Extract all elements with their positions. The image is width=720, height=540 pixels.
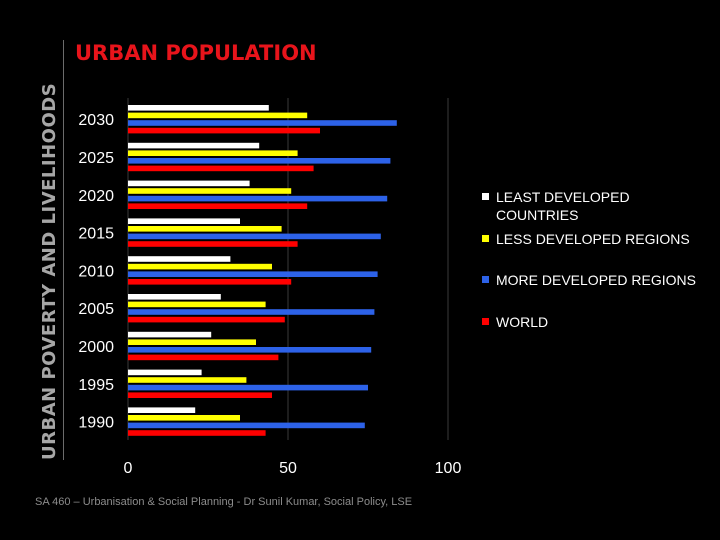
y-tick-label-2020: 2020 [78, 188, 114, 205]
bar-2025-s3 [128, 165, 314, 172]
bar-2015-s2 [128, 233, 381, 240]
bar-2010-s1 [128, 263, 272, 270]
legend-swatch-less-developed [482, 235, 489, 242]
legend-label-more-developed: MORE DEVELOPED REGIONS [496, 272, 696, 288]
y-tick-label-2005: 2005 [78, 301, 114, 318]
bar-2005-s0 [128, 294, 221, 300]
bar-1990-s1 [128, 415, 240, 421]
footer-credit: SA 460 – Urbanisation & Social Planning … [35, 496, 413, 508]
y-tick-labels: 2030 2025 2020 2015 2010 2005 2000 1995 1990 [78, 112, 114, 431]
y-tick-label-1995: 1995 [78, 377, 114, 394]
bar-2000-s1 [128, 339, 256, 345]
legend-swatch-more-developed [482, 276, 489, 283]
y-tick-label-1990: 1990 [78, 415, 114, 432]
x-tick-label-50: 50 [279, 460, 297, 477]
y-tick-label-2015: 2015 [78, 226, 114, 243]
x-tick-label-0: 0 [124, 460, 133, 477]
bar-1990-s0 [128, 407, 196, 413]
legend-label-least-developed: LEAST DEVELOPED COUNTRIES [496, 189, 630, 223]
legend-swatch-world [482, 318, 489, 325]
bars [128, 105, 397, 436]
bar-2000-s2 [128, 347, 372, 353]
bar-2020-s1 [128, 188, 292, 194]
legend-swatch-least-developed [482, 193, 489, 200]
bar-2025-s2 [128, 158, 391, 164]
bar-2015-s1 [128, 226, 282, 232]
bar-2025-s1 [128, 150, 298, 156]
bar-2020-s2 [128, 195, 388, 202]
legend-item-least-developed: LEAST DEVELOPED COUNTRIES [482, 188, 706, 224]
legend-label-less-developed: LESS DEVELOPED REGIONS [496, 231, 690, 247]
x-tick-label-100: 100 [435, 460, 462, 477]
x-tick-labels: 0 50 100 [124, 460, 462, 477]
legend-item-world: WORLD [482, 313, 706, 331]
bar-2030-s0 [128, 105, 269, 111]
bar-2010-s0 [128, 256, 231, 262]
bar-2005-s3 [128, 316, 285, 323]
bar-2010-s2 [128, 271, 378, 277]
legend-label-world: WORLD [496, 314, 549, 330]
bar-2030-s1 [128, 112, 308, 119]
bar-2005-s1 [128, 301, 266, 308]
legend-item-more-developed: MORE DEVELOPED REGIONS [482, 271, 706, 289]
bar-1995-s0 [128, 369, 202, 376]
bar-1990-s3 [128, 430, 266, 436]
y-tick-label-2000: 2000 [78, 339, 114, 356]
y-tick-label-2010: 2010 [78, 263, 114, 280]
y-tick-label-2030: 2030 [78, 112, 114, 129]
bar-2015-s0 [128, 218, 240, 224]
bar-2000-s0 [128, 331, 212, 338]
bar-2020-s3 [128, 203, 308, 209]
bar-2010-s3 [128, 279, 292, 285]
bar-1990-s2 [128, 422, 365, 429]
bar-1995-s2 [128, 384, 368, 391]
bar-2020-s0 [128, 180, 250, 187]
y-tick-label-2025: 2025 [78, 150, 114, 167]
bar-2030-s2 [128, 120, 397, 126]
bar-2000-s3 [128, 354, 279, 361]
bar-2015-s3 [128, 241, 298, 247]
bar-2025-s0 [128, 142, 260, 149]
bar-1995-s1 [128, 377, 247, 383]
legend-item-less-developed: LESS DEVELOPED REGIONS [482, 230, 706, 248]
sidebar-divider [63, 40, 64, 460]
bar-2005-s2 [128, 309, 375, 315]
page-title: URBAN POPULATION [75, 41, 317, 65]
bar-1995-s3 [128, 392, 272, 398]
bar-2030-s3 [128, 127, 320, 134]
